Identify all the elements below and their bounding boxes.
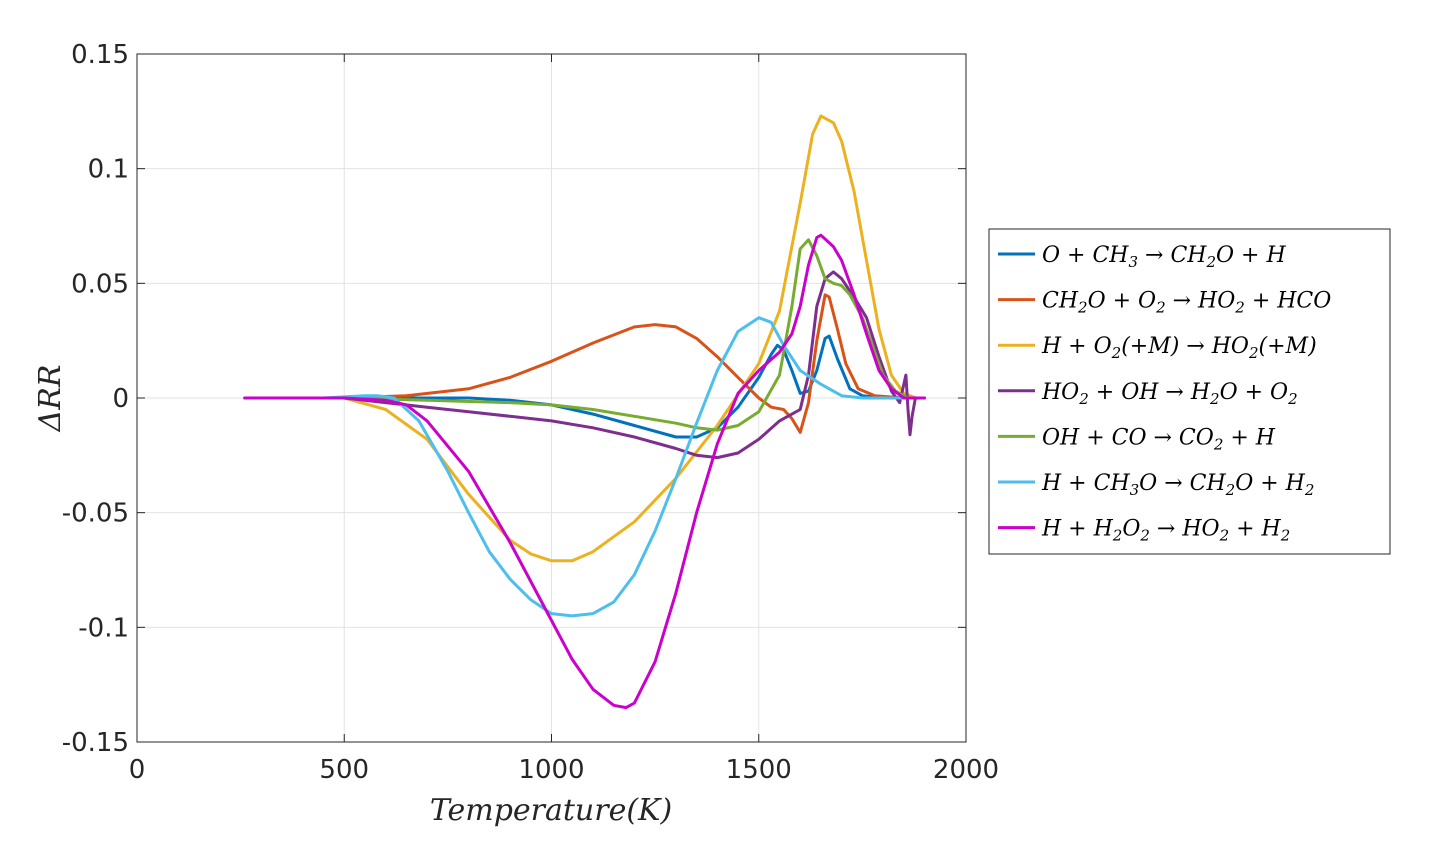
series-lines [243, 114, 926, 710]
y-tick-label: 0.15 [71, 40, 129, 70]
legend-entry-2: CH2O + O2 → HO2 + HCO [1042, 289, 1331, 317]
legend-text-part: → HO [1150, 517, 1220, 542]
legend-subscript: 3 [1128, 253, 1138, 271]
legend-subscript: 2 [1111, 344, 1122, 362]
legend-text-part: O + O [1220, 380, 1289, 405]
legend-text-part: CH [1042, 289, 1079, 314]
legend-subscript: 2 [1225, 481, 1236, 499]
y-tick-label: -0.05 [62, 499, 129, 529]
x-axis-label: Temperature(K) [430, 793, 672, 828]
legend-text-part: O + H [1235, 471, 1305, 496]
series-line-5 [243, 238, 926, 432]
legend-text-part: H + CH [1041, 471, 1130, 496]
legend-text-part: + H [1229, 517, 1281, 542]
series-line-6 [243, 316, 926, 618]
legend-text-part: OH + CO → CO [1042, 425, 1214, 450]
legend-subscript: 2 [1205, 253, 1216, 271]
legend-subscript: 2 [1112, 527, 1123, 545]
legend-text-part: H + O [1041, 334, 1112, 359]
legend-text-part: + H [1223, 425, 1275, 450]
legend-subscript: 2 [1280, 527, 1291, 545]
legend-text-part: → HO [1166, 289, 1236, 314]
legend-entry-6: H + CH3O → CH2O + H2 [1041, 471, 1314, 499]
legend-subscript: 3 [1130, 481, 1140, 499]
legend-text-part: O [1122, 517, 1140, 542]
legend-entry-3: H + O2(+M) → HO2(+M) [1041, 334, 1317, 362]
series-line-7 [243, 233, 926, 710]
legend-subscript: 2 [1077, 299, 1088, 317]
legend-subscript: 2 [1304, 481, 1315, 499]
x-tick-label: 500 [319, 755, 369, 785]
legend-subscript: 2 [1248, 344, 1259, 362]
legend-subscript: 2 [1139, 527, 1150, 545]
x-tick-label: 0 [129, 755, 146, 785]
legend-text-part: O + H [1216, 243, 1286, 268]
legend-subscript: 2 [1287, 390, 1298, 408]
series-line-4 [243, 270, 926, 460]
legend-text-part: (+M) → HO [1121, 334, 1249, 359]
legend-entry-5: OH + CO → CO2 + H [1042, 425, 1276, 453]
legend-text-part: HO [1041, 380, 1079, 405]
legend-text-part: O + CH [1042, 243, 1129, 268]
y-tick-label: -0.15 [62, 728, 129, 758]
y-tick-label: 0 [112, 384, 129, 414]
legend-text-part: → CH [1138, 243, 1207, 268]
y-tick-label: 0.05 [71, 269, 129, 299]
legend-entry-7: H + H2O2 → HO2 + H2 [1041, 517, 1290, 545]
legend-text-part: H + H [1041, 517, 1114, 542]
x-tick-label: 1000 [518, 755, 584, 785]
legend-subscript: 2 [1209, 390, 1220, 408]
x-tick-label: 1500 [726, 755, 792, 785]
y-tick-label: -0.1 [78, 613, 129, 643]
legend-text-part: O → CH [1139, 471, 1226, 496]
legend-subscript: 2 [1219, 527, 1230, 545]
legend-subscript: 2 [1234, 299, 1245, 317]
legend-entry-1: O + CH3 → CH2O + H [1042, 243, 1286, 271]
legend-box [988, 228, 1391, 555]
x-tick-label: 2000 [933, 755, 999, 785]
y-axis-label: ΔRR [33, 365, 68, 433]
legend-text-part: (+M) [1259, 334, 1317, 359]
legend-text-part: O + O [1088, 289, 1157, 314]
legend-entry-4: HO2 + OH → H2O + O2 [1041, 380, 1298, 408]
y-tick-label: 0.1 [88, 155, 129, 185]
legend-subscript: 2 [1078, 390, 1089, 408]
axis-ticks: 0 500 1000 1500 2000 -0.15 -0.1 -0.05 0 0.05 0.1 0.… [62, 40, 999, 785]
legend-text-part: + OH → H [1089, 380, 1211, 405]
series-line-3 [243, 114, 926, 563]
legend-subscript: 2 [1155, 299, 1166, 317]
legend-subscript: 2 [1213, 435, 1224, 453]
legend-text-part: + HCO [1245, 289, 1331, 314]
